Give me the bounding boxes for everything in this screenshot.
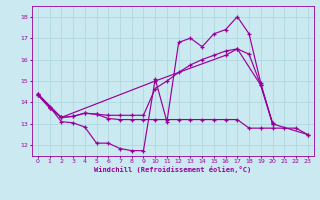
X-axis label: Windchill (Refroidissement éolien,°C): Windchill (Refroidissement éolien,°C) [94, 166, 252, 173]
